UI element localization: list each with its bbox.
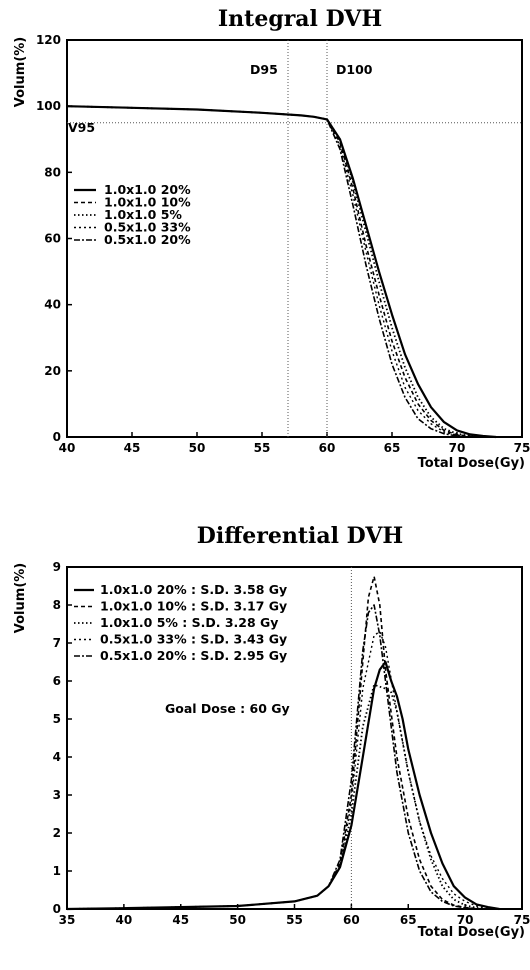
legend-entry: 1.0x1.0 20% [104, 182, 191, 197]
y-tick-label: 80 [44, 165, 61, 179]
y-tick-label: 0 [53, 902, 61, 916]
y-tick-label: 3 [53, 788, 61, 802]
x-tick-label: 65 [400, 913, 417, 927]
reference-label: D95 [250, 62, 278, 77]
chart-title: Differential DVH [197, 523, 403, 549]
x-tick-label: 45 [172, 913, 189, 927]
y-tick-label: 120 [36, 33, 61, 47]
y-axis-label: Volum(%) [13, 563, 28, 633]
x-tick-label: 55 [254, 441, 271, 455]
x-tick-label: 35 [59, 913, 76, 927]
x-tick-label: 40 [116, 913, 133, 927]
goal-dose-annotation: Goal Dose : 60 Gy [165, 701, 290, 716]
y-tick-label: 2 [53, 826, 61, 840]
y-tick-label: 20 [44, 364, 61, 378]
legend-entry: 0.5x1.0 20% [104, 232, 191, 247]
x-axis-label: Total Dose(Gy) [418, 456, 525, 471]
y-tick-label: 0 [53, 430, 61, 444]
series-line [66, 575, 488, 910]
chart-title: Integral DVH [218, 6, 382, 32]
x-tick-label: 70 [449, 441, 466, 455]
legend-entry: 1.0x1.0 5% [104, 207, 182, 222]
reference-label: V95 [68, 120, 95, 135]
x-tick-label: 50 [189, 441, 206, 455]
legend-entry: 0.5x1.0 33% [104, 220, 191, 235]
legend-entry: 1.0x1.0 20% : S.D. 3.58 Gy [100, 582, 287, 597]
legend-entry: 1.0x1.0 10% [104, 195, 191, 210]
reference-label: D100 [336, 62, 373, 77]
y-tick-label: 40 [44, 298, 61, 312]
x-tick-label: 70 [457, 913, 474, 927]
integral-dvh-chart: Integral DVH 40 45 50 55 60 65 70 75 0 20 40 60 80 10… [13, 6, 530, 471]
annotations: D95 D100 V95 [67, 40, 522, 437]
legend-entry: 0.5x1.0 33% : S.D. 3.43 Gy [100, 632, 287, 647]
x-tick-label: 75 [514, 913, 530, 927]
y-tick-label: 1 [53, 864, 61, 878]
series-lines [66, 105, 497, 439]
x-axis-label: Total Dose(Gy) [418, 925, 525, 940]
series-line [66, 105, 484, 438]
series-line [66, 105, 497, 439]
y-tick-label: 8 [53, 598, 61, 612]
y-tick-label: 6 [53, 674, 61, 688]
x-tick-label: 45 [124, 441, 141, 455]
x-tick-label: 50 [229, 913, 246, 927]
x-tick-label: 60 [319, 441, 336, 455]
legend-entry: 1.0x1.0 5% : S.D. 3.28 Gy [100, 615, 278, 630]
differential-dvh-chart: Differential DVH 35 40 45 50 55 60 65 70 7501234… [13, 523, 530, 940]
x-tick-label: 55 [286, 913, 303, 927]
x-tick-label: 40 [59, 441, 76, 455]
y-tick-label: 60 [44, 232, 61, 246]
series-line [66, 683, 488, 910]
x-tick-label: 60 [343, 913, 360, 927]
series-line [66, 105, 471, 438]
axis-ticks: 40 45 50 55 60 65 70 75 0 20 40 60 80 100 120 [36, 33, 530, 455]
legend-entry: 1.0x1.0 10% : S.D. 3.17 Gy [100, 599, 287, 614]
x-tick-label: 75 [514, 441, 530, 455]
series-line [66, 105, 484, 438]
legend: 1.0x1.0 20%1.0x1.0 10%1.0x1.0 5%0.5x1.0 … [74, 182, 191, 247]
series-line [66, 604, 477, 910]
x-tick-label: 65 [384, 441, 401, 455]
legend-entry: 0.5x1.0 20% : S.D. 2.95 Gy [100, 648, 287, 663]
y-axis-label: Volum(%) [13, 37, 28, 107]
series-line [66, 660, 500, 911]
legend: 1.0x1.0 20% : S.D. 3.58 Gy 1.0x1.0 10% : … [74, 582, 287, 663]
series-lines [66, 575, 500, 911]
y-tick-label: 5 [53, 712, 61, 726]
y-tick-label: 9 [53, 560, 61, 574]
y-tick-label: 100 [36, 99, 61, 113]
y-tick-label: 7 [53, 636, 61, 650]
y-tick-label: 4 [53, 750, 61, 764]
